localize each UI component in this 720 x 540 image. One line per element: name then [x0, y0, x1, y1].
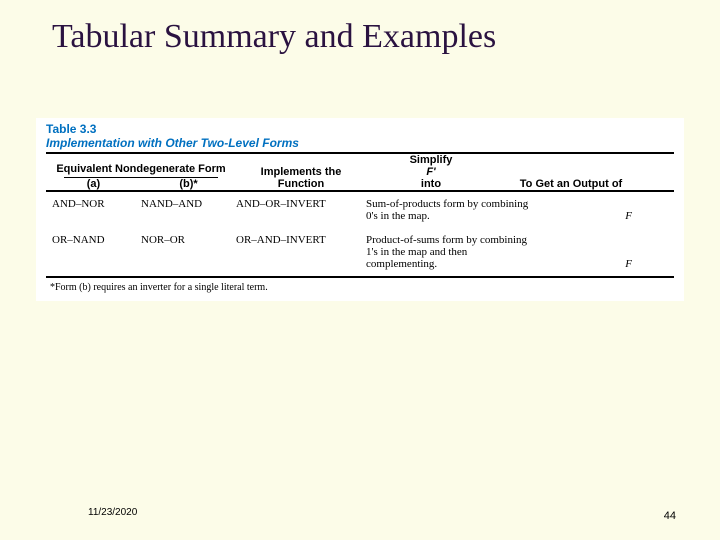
header-simplify: SimplifyF'into — [366, 154, 496, 190]
cell-out: F — [536, 258, 646, 270]
cell-out: F — [536, 210, 646, 222]
header-col-b: (b)* — [141, 178, 236, 190]
cell-simp: Sum-of-products form by combining 0's in… — [366, 198, 536, 222]
table-row: OR–NAND NOR–OR OR–AND–INVERT Product-of-… — [46, 228, 674, 276]
footer-date: 11/23/2020 — [88, 507, 137, 518]
footer-page-number: 44 — [664, 510, 676, 522]
header-output: To Get an Output of — [496, 178, 646, 190]
table-body: AND–NOR NAND–AND AND–OR–INVERT Sum-of-pr… — [46, 192, 674, 276]
slide-title: Tabular Summary and Examples — [0, 0, 720, 56]
table-3-3: Table 3.3 Implementation with Other Two-… — [36, 118, 684, 301]
table-footnote: *Form (b) requires an inverter for a sin… — [46, 278, 674, 293]
header-col-a: (a) — [46, 178, 141, 190]
cell-b: NAND–AND — [141, 198, 236, 222]
header-implements: Implements the Function — [236, 166, 366, 190]
cell-b: NOR–OR — [141, 234, 236, 270]
table-caption: Implementation with Other Two-Level Form… — [46, 136, 674, 150]
table-row: AND–NOR NAND–AND AND–OR–INVERT Sum-of-pr… — [46, 192, 674, 228]
cell-simp: Product-of-sums form by combining 1's in… — [366, 234, 536, 270]
header-group1: Equivalent Nondegenerate Form — [46, 159, 236, 177]
cell-impl: OR–AND–INVERT — [236, 234, 366, 270]
table-header-row: Equivalent Nondegenerate Form (a) (b)* I… — [46, 154, 674, 190]
cell-a: AND–NOR — [46, 198, 141, 222]
table-label: Table 3.3 — [46, 122, 674, 136]
cell-impl: AND–OR–INVERT — [236, 198, 366, 222]
cell-a: OR–NAND — [46, 234, 141, 270]
